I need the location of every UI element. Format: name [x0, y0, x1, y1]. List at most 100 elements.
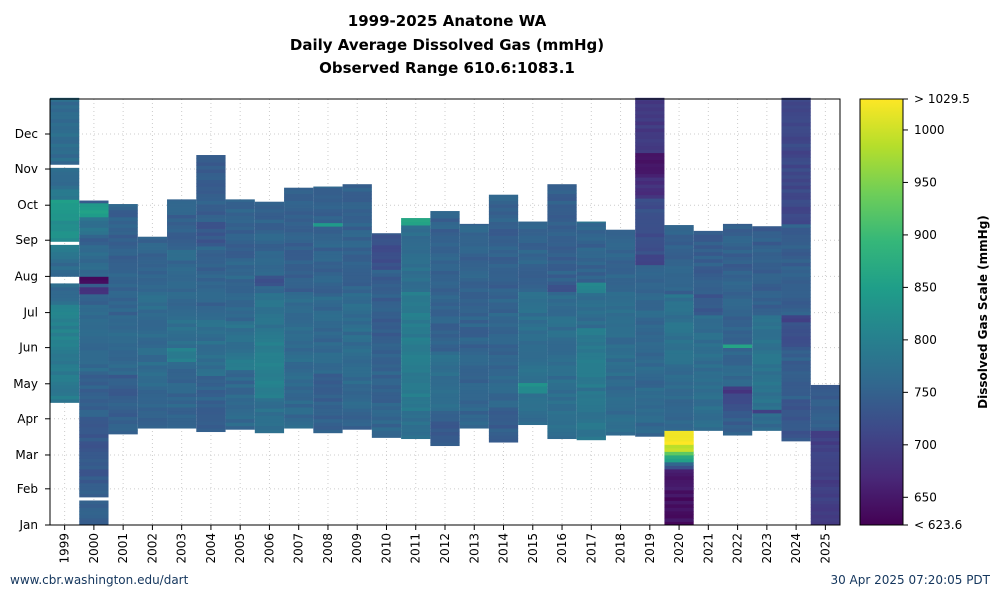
heatmap-cell	[225, 345, 255, 350]
heatmap-cell	[518, 302, 548, 306]
heatmap-cell	[79, 437, 109, 442]
heatmap-cell	[722, 428, 753, 433]
heatmap-cell	[401, 291, 431, 296]
heatmap-cell	[108, 216, 138, 221]
heatmap-cell	[254, 429, 285, 434]
heatmap-cell	[167, 242, 197, 247]
heatmap-cell	[196, 428, 226, 433]
heatmap-cell	[664, 465, 694, 470]
heatmap-cell	[488, 194, 519, 198]
heatmap-cell	[167, 386, 197, 391]
heatmap-cell	[781, 164, 811, 169]
heatmap-cell	[693, 314, 723, 319]
heatmap-cell	[547, 218, 577, 222]
heatmap-cell	[342, 334, 372, 339]
heatmap-cell	[635, 215, 665, 220]
heatmap-cell	[254, 334, 285, 339]
heatmap-cell	[488, 204, 519, 208]
heatmap-cell	[576, 383, 606, 388]
heatmap-cell	[225, 240, 255, 245]
heatmap-cell	[518, 421, 548, 426]
heatmap-cell	[547, 407, 577, 412]
heatmap-cell	[342, 362, 372, 367]
heatmap-cell	[488, 316, 519, 320]
footer-source-url[interactable]: www.cbr.washington.edu/dart	[10, 573, 189, 587]
heatmap-cell	[576, 376, 606, 381]
heatmap-cell	[693, 332, 723, 337]
heatmap-cell	[605, 372, 636, 377]
heatmap-cell	[518, 410, 548, 415]
heatmap-cell	[401, 347, 431, 352]
heatmap-cell	[79, 269, 109, 274]
heatmap-cell	[313, 355, 343, 360]
heatmap-cell	[781, 437, 811, 442]
heatmap-cell	[313, 233, 343, 238]
heatmap-cell	[196, 158, 226, 163]
heatmap-cell	[371, 412, 402, 417]
heatmap-cell	[518, 386, 548, 391]
heatmap-cell	[635, 355, 665, 360]
heatmap-cell	[781, 363, 811, 368]
heatmap-cell	[722, 337, 753, 341]
heatmap-cell	[752, 283, 782, 288]
heatmap-cell	[313, 186, 343, 189]
heatmap-cell	[108, 325, 138, 330]
heatmap-cell	[488, 228, 519, 233]
heatmap-cell	[781, 160, 811, 165]
heatmap-cell	[137, 242, 168, 247]
heatmap-cell	[137, 393, 168, 398]
heatmap-cell	[79, 346, 109, 351]
heatmap-cell	[50, 398, 80, 403]
heatmap-cell	[752, 426, 782, 431]
heatmap-cell	[576, 299, 606, 304]
heatmap-cell	[635, 135, 665, 140]
heatmap-cell	[547, 323, 577, 327]
heatmap-cell	[459, 302, 489, 306]
heatmap-cell	[459, 246, 489, 250]
heatmap-cell	[547, 337, 577, 341]
heatmap-cell	[635, 243, 665, 248]
heatmap-cell	[722, 288, 753, 292]
heatmap-cell	[576, 345, 606, 350]
heatmap-cell	[50, 255, 80, 260]
heatmap-cell	[635, 397, 665, 402]
heatmap-cell	[781, 157, 811, 162]
heatmap-cell	[371, 286, 402, 291]
heatmap-cell	[430, 295, 460, 299]
year-column-2020	[664, 225, 694, 526]
heatmap-cell	[167, 199, 197, 201]
heatmap-cell	[576, 387, 606, 392]
heatmap-cell	[167, 253, 197, 257]
heatmap-cell	[488, 340, 519, 345]
heatmap-cell	[605, 288, 636, 292]
heatmap-cell	[605, 284, 636, 289]
heatmap-cell	[635, 240, 665, 245]
heatmap-cell	[167, 291, 197, 296]
heatmap-cell	[137, 253, 168, 257]
heatmap-cell	[284, 298, 314, 303]
heatmap-cell	[635, 226, 665, 231]
heatmap-cell	[167, 263, 197, 268]
heatmap-cell	[693, 367, 723, 372]
heatmap-cell	[605, 333, 636, 338]
heatmap-cell	[108, 398, 138, 403]
heatmap-cell	[605, 340, 636, 345]
heatmap-cell	[430, 274, 460, 278]
heatmap-cell	[430, 365, 460, 370]
heatmap-cell	[79, 209, 109, 214]
heatmap-cell	[430, 368, 460, 373]
heatmap-cell	[576, 310, 606, 315]
heatmap-cell	[79, 370, 109, 375]
heatmap-cell	[284, 228, 314, 233]
heatmap-cell	[167, 298, 197, 303]
heatmap-cell	[635, 257, 665, 262]
heatmap-cell	[752, 423, 782, 428]
heatmap-cell	[459, 267, 489, 271]
heatmap-cell	[693, 346, 723, 351]
heatmap-cell	[459, 382, 489, 387]
heatmap-cell	[781, 174, 811, 179]
heatmap-cell	[137, 344, 168, 348]
heatmap-cell	[137, 256, 168, 261]
heatmap-cell	[693, 272, 723, 277]
heatmap-cell	[196, 414, 226, 419]
